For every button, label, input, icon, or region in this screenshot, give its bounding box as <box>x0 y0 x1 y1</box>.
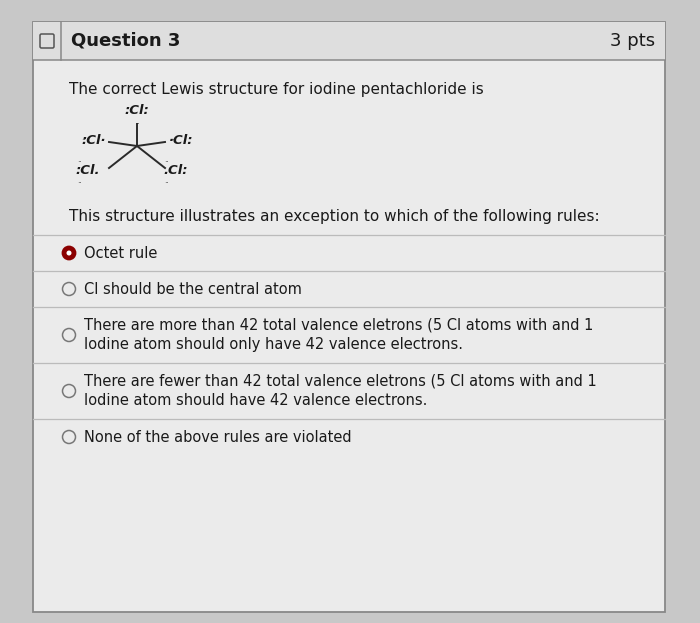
FancyBboxPatch shape <box>40 34 54 48</box>
Text: This structure illustrates an exception to which of the following rules:: This structure illustrates an exception … <box>69 209 600 224</box>
Text: ..: .. <box>77 176 82 185</box>
Text: Question 3: Question 3 <box>71 32 181 50</box>
Text: :Cl:: :Cl: <box>125 104 149 117</box>
FancyBboxPatch shape <box>33 22 665 60</box>
Text: ..: .. <box>77 155 82 164</box>
Text: ·Cl:: ·Cl: <box>169 133 193 146</box>
Text: There are fewer than 42 total valence eletrons (5 Cl atoms with and 1
Iodine ato: There are fewer than 42 total valence el… <box>84 374 596 409</box>
Text: :Cl.: :Cl. <box>75 164 99 177</box>
Text: :Cl·: :Cl· <box>81 133 106 146</box>
Text: Octet rule: Octet rule <box>84 245 158 260</box>
Text: ..: .. <box>134 117 139 126</box>
Text: None of the above rules are violated: None of the above rules are violated <box>84 429 351 444</box>
Text: ..: .. <box>171 133 176 142</box>
Text: ..: .. <box>164 176 169 185</box>
Text: ..: .. <box>164 155 169 164</box>
Text: .Cl:: .Cl: <box>163 164 188 177</box>
Text: There are more than 42 total valence eletrons (5 Cl atoms with and 1
Iodine atom: There are more than 42 total valence ele… <box>84 318 594 353</box>
Text: Cl should be the central atom: Cl should be the central atom <box>84 282 302 297</box>
Text: ¨: ¨ <box>134 93 139 103</box>
Circle shape <box>66 250 71 255</box>
Text: 3 pts: 3 pts <box>610 32 655 50</box>
Text: ..: .. <box>81 133 85 142</box>
Text: The correct Lewis structure for iodine pentachloride is: The correct Lewis structure for iodine p… <box>69 82 484 97</box>
FancyBboxPatch shape <box>33 22 665 612</box>
Circle shape <box>62 247 76 260</box>
